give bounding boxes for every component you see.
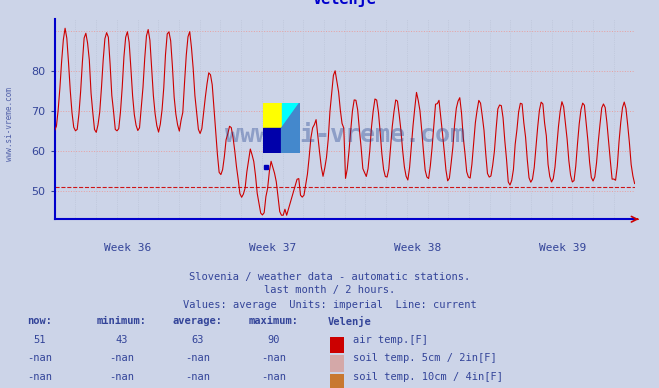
Text: soil temp. 5cm / 2in[F]: soil temp. 5cm / 2in[F] xyxy=(353,353,496,364)
Bar xyxy=(264,128,281,153)
Text: -nan: -nan xyxy=(185,353,210,364)
Text: -nan: -nan xyxy=(27,353,52,364)
Text: Week 38: Week 38 xyxy=(393,243,441,253)
Text: Values: average  Units: imperial  Line: current: Values: average Units: imperial Line: cu… xyxy=(183,300,476,310)
Text: www.si-vreme.com: www.si-vreme.com xyxy=(225,123,465,147)
Text: Week 39: Week 39 xyxy=(538,243,586,253)
Text: now:: now: xyxy=(27,316,52,326)
Text: 90: 90 xyxy=(268,335,279,345)
Bar xyxy=(264,103,281,128)
Text: -nan: -nan xyxy=(261,372,286,382)
Text: -nan: -nan xyxy=(261,353,286,364)
Text: -nan: -nan xyxy=(185,372,210,382)
Text: 51: 51 xyxy=(34,335,45,345)
Text: Velenje: Velenje xyxy=(328,316,371,327)
Text: 43: 43 xyxy=(116,335,128,345)
Text: Velenje: Velenje xyxy=(313,0,376,7)
Text: air temp.[F]: air temp.[F] xyxy=(353,335,428,345)
Text: -nan: -nan xyxy=(109,372,134,382)
Text: www.si-vreme.com: www.si-vreme.com xyxy=(5,87,14,161)
Text: Week 37: Week 37 xyxy=(248,243,296,253)
Polygon shape xyxy=(281,103,300,153)
Text: soil temp. 10cm / 4in[F]: soil temp. 10cm / 4in[F] xyxy=(353,372,503,382)
Text: -nan: -nan xyxy=(109,353,134,364)
Text: average:: average: xyxy=(173,316,223,326)
Text: Slovenia / weather data - automatic stations.: Slovenia / weather data - automatic stat… xyxy=(189,272,470,282)
Bar xyxy=(281,103,300,128)
Text: Week 36: Week 36 xyxy=(103,243,151,253)
Text: minimum:: minimum: xyxy=(97,316,147,326)
Text: maximum:: maximum: xyxy=(248,316,299,326)
Text: 63: 63 xyxy=(192,335,204,345)
Text: -nan: -nan xyxy=(27,372,52,382)
Text: last month / 2 hours.: last month / 2 hours. xyxy=(264,285,395,295)
